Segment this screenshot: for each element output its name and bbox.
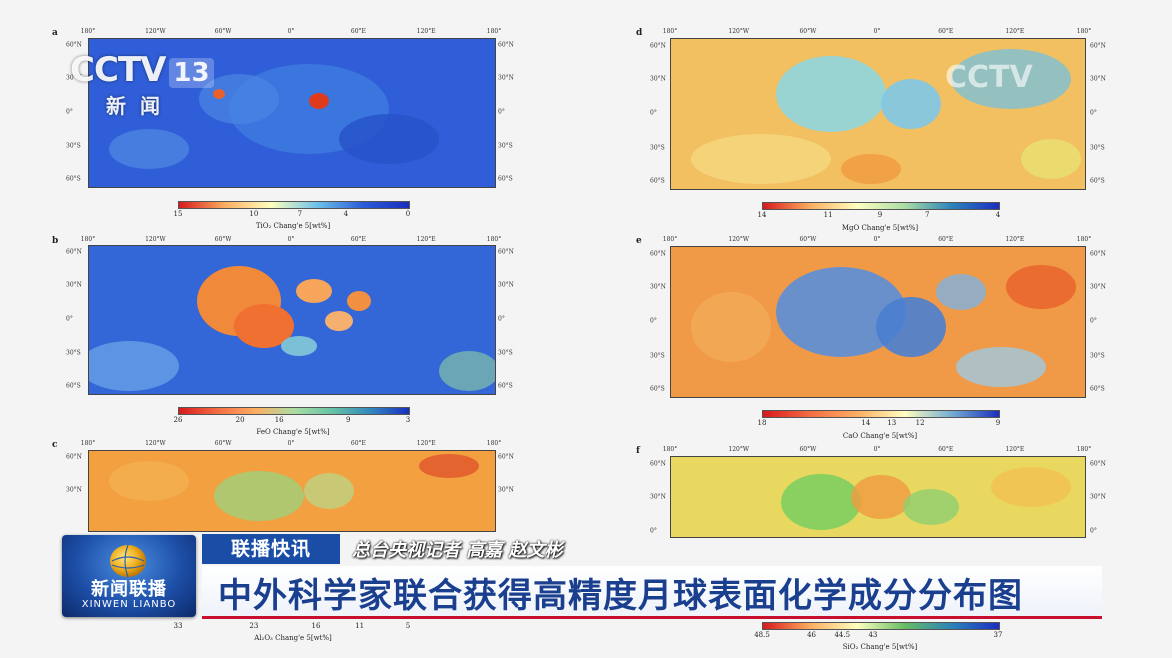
panel-letter: e — [636, 236, 642, 246]
panel-letter: c — [52, 440, 58, 450]
sio2-colorbar-label: SiO₂ Chang'e 5[wt%] — [842, 643, 918, 651]
headline: 中外科学家联合获得高精度月球表面化学成分分布图 — [218, 576, 1023, 616]
sio2-map — [670, 456, 1086, 538]
mgo-colorbar-label: MgO Chang'e 5[wt%] — [841, 224, 919, 232]
feo-map — [88, 245, 496, 395]
cctv-brand: CCTV — [70, 50, 166, 90]
panel-letter: d — [636, 28, 643, 38]
program-name: 新闻联播 — [91, 579, 167, 600]
globe-icon — [110, 544, 146, 578]
cao-colorbar-label: CaO Chang'e 5[wt%] — [842, 432, 918, 440]
program-pinyin: XINWEN LIANBO — [81, 599, 177, 610]
mgo-map — [670, 38, 1086, 190]
cao-colorbar — [762, 410, 1000, 418]
channel-number: 13 — [169, 58, 214, 88]
sio2-colorbar — [762, 622, 1000, 630]
tio2-colorbar — [178, 201, 410, 209]
feo-colorbar-label: FeO Chang'e 5[wt%] — [256, 428, 330, 436]
xinwen-lianbo-badge: 新闻联播 XINWEN LIANBO — [62, 535, 196, 617]
tio2-colorbar-label: TiO₂ Chang'e 5[wt%] — [255, 222, 331, 230]
al2o3-map — [88, 450, 496, 532]
feo-colorbar — [178, 407, 410, 415]
cao-map — [670, 246, 1086, 398]
channel-subtitle: 新闻 — [106, 94, 174, 118]
reporter-credit: 总台央视记者 高嘉 赵文彬 — [352, 540, 563, 561]
panel-letter: a — [52, 28, 58, 38]
panel-letter: b — [52, 236, 59, 246]
headline-bar — [202, 566, 1102, 619]
cctv-watermark: CCTV — [945, 60, 1033, 95]
cctv13-logo: CCTV 13 新闻 — [70, 50, 214, 118]
mgo-colorbar — [762, 202, 1000, 210]
al2o3-colorbar-label: Al₂O₃ Chang'e 5[wt%] — [254, 634, 332, 642]
tio2-map — [88, 38, 496, 188]
news-tag: 联播快讯 — [202, 534, 340, 564]
panel-letter: f — [636, 446, 640, 456]
